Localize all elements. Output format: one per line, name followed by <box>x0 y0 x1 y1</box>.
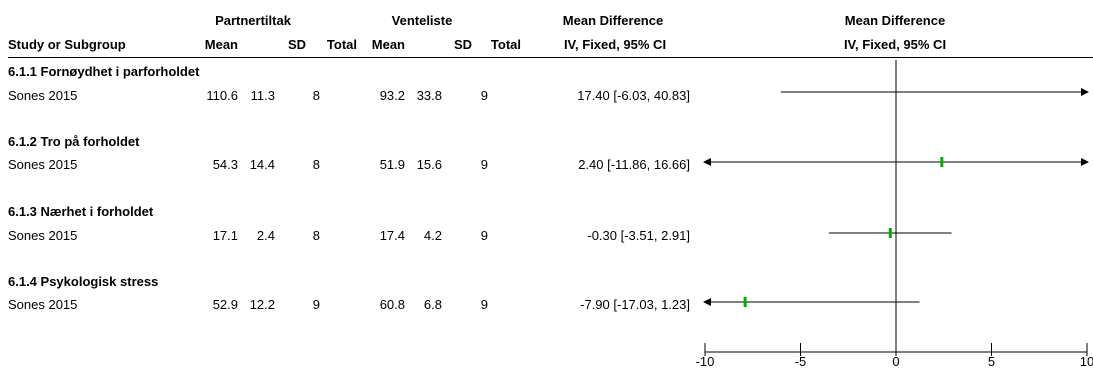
md-subheader: IV, Fixed, 95% CI <box>563 37 667 52</box>
ci-right-arrow <box>1081 158 1089 166</box>
mean1-header: Mean <box>204 37 238 52</box>
point-estimate <box>743 297 747 307</box>
point-estimate <box>940 157 944 167</box>
ci-left-arrow <box>703 298 711 306</box>
study-col-header: Study or Subgroup <box>8 37 126 52</box>
subgroup-title: 6.1.1 Fornøydhet i parforholdet <box>8 64 200 79</box>
total1-value: 8 <box>312 157 320 172</box>
sd1-value: 14.4 <box>249 157 275 172</box>
ci-right-arrow <box>1081 88 1089 96</box>
total2-value: 9 <box>480 157 488 172</box>
x-tick-label: -5 <box>795 354 807 369</box>
sd2-header: SD <box>453 37 472 52</box>
mean1-value: 17.1 <box>212 228 238 243</box>
sd1-value: 2.4 <box>256 228 275 243</box>
study-name: Sones 2015 <box>8 297 78 312</box>
md-value: -7.90 [-17.03, 1.23] <box>580 297 690 312</box>
mean2-value: 60.8 <box>379 297 405 312</box>
ci-left-arrow <box>703 158 711 166</box>
md-value: 17.40 [-6.03, 40.83] <box>577 88 690 103</box>
total2-header: Total <box>490 37 521 52</box>
sd2-value: 33.8 <box>416 88 442 103</box>
x-tick-label: 10 <box>1080 354 1093 369</box>
study-name: Sones 2015 <box>8 157 78 172</box>
sd1-header: SD <box>287 37 306 52</box>
plot-subheader: IV, Fixed, 95% CI <box>843 37 947 52</box>
mean2-value: 93.2 <box>379 88 405 103</box>
total1-value: 8 <box>312 88 320 103</box>
sd2-value: 15.6 <box>416 157 442 172</box>
total1-value: 8 <box>312 228 320 243</box>
study-name: Sones 2015 <box>8 88 78 103</box>
sd2-value: 6.8 <box>423 297 442 312</box>
md-value: 2.40 [-11.86, 16.66] <box>578 157 690 172</box>
subgroup-title: 6.1.3 Nærhet i forholdet <box>8 204 154 219</box>
group1-header: Partnertiltak <box>215 13 291 28</box>
x-tick-label: -10 <box>696 354 715 369</box>
group2-header: Venteliste <box>391 13 453 28</box>
sd1-value: 12.2 <box>249 297 275 312</box>
mean1-value: 110.6 <box>206 88 238 103</box>
mean1-value: 54.3 <box>212 157 238 172</box>
total2-value: 9 <box>480 88 488 103</box>
sd1-value: 11.3 <box>250 88 275 103</box>
total2-value: 9 <box>480 297 488 312</box>
total1-value: 9 <box>312 297 320 312</box>
md-value: -0.30 [-3.51, 2.91] <box>587 228 690 243</box>
mean1-value: 52.9 <box>212 297 238 312</box>
sd2-value: 4.2 <box>423 228 442 243</box>
subgroup-title: 6.1.2 Tro på forholdet <box>8 134 140 149</box>
x-tick-label: 5 <box>988 354 995 369</box>
study-name: Sones 2015 <box>8 228 78 243</box>
header-rule <box>8 57 1093 58</box>
plot-title: Mean Difference <box>844 13 946 28</box>
mean2-value: 17.4 <box>379 228 405 243</box>
total1-header: Total <box>326 37 357 52</box>
total2-value: 9 <box>480 228 488 243</box>
x-tick-label: 0 <box>892 354 899 369</box>
point-estimate <box>888 228 892 238</box>
md-title: Mean Difference <box>562 13 664 28</box>
mean2-value: 51.9 <box>379 157 405 172</box>
subgroup-title: 6.1.4 Psykologisk stress <box>8 274 159 289</box>
mean2-header: Mean <box>371 37 405 52</box>
